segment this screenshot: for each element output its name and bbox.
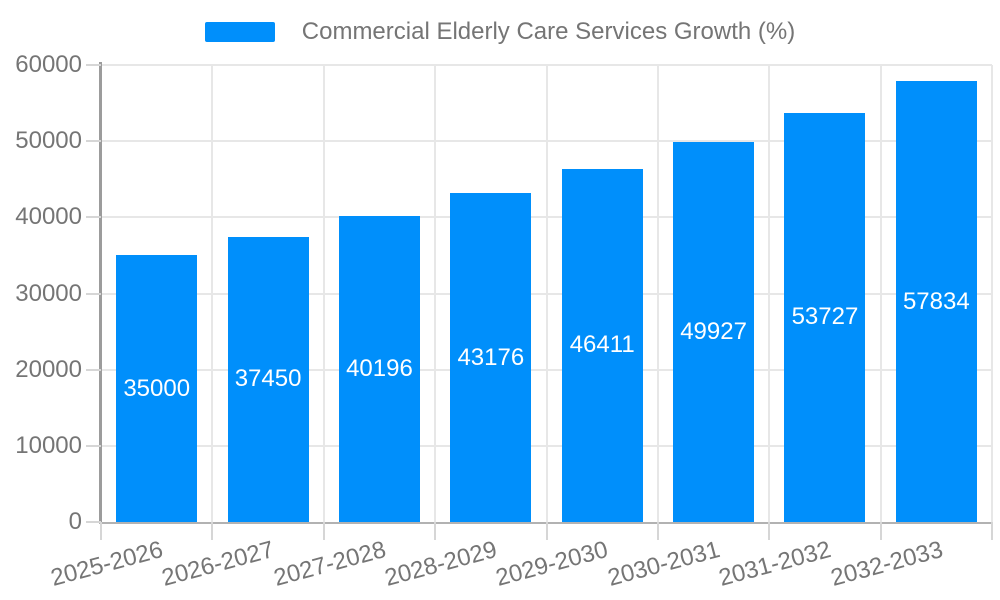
bar-value-label: 49927 [680, 317, 747, 345]
y-tick-label: 50000 [15, 127, 82, 155]
bar[interactable]: 35000 [116, 255, 198, 522]
y-tick-mark [86, 292, 101, 295]
x-tick-label: 2028-2029 [381, 536, 500, 592]
x-tick-mark [545, 522, 548, 540]
bar[interactable]: 57834 [895, 81, 977, 522]
chart-legend[interactable]: Commercial Elderly Care Services Growth … [0, 15, 1000, 49]
x-tick-label: 2031-2032 [716, 536, 834, 592]
legend-swatch [204, 22, 275, 42]
bar[interactable]: 53727 [784, 112, 866, 522]
vertical-gridline [768, 65, 771, 522]
y-tick-label: 10000 [15, 431, 82, 459]
vertical-gridline [879, 65, 882, 522]
legend-label: Commercial Elderly Care Services Growth … [301, 18, 796, 45]
x-tick-label: 2027-2028 [270, 536, 389, 592]
y-tick-label: 40000 [15, 203, 82, 231]
x-tick-label: 2026-2027 [159, 536, 278, 592]
y-tick-label: 30000 [15, 279, 82, 307]
bar-value-label: 53727 [791, 303, 859, 331]
bar-value-label: 40196 [346, 354, 413, 382]
vertical-gridline [322, 65, 325, 522]
y-tick-label: 20000 [15, 355, 82, 383]
x-tick-mark [768, 522, 771, 540]
y-tick-mark [86, 368, 101, 371]
x-tick-mark [211, 522, 214, 540]
x-tick-mark [656, 522, 659, 540]
x-tick-label: 2032-2033 [827, 536, 946, 592]
bar[interactable]: 43176 [450, 193, 532, 522]
x-tick-mark [879, 522, 882, 540]
vertical-gridline [656, 65, 659, 522]
vertical-gridline [434, 65, 437, 522]
vertical-gridline [211, 65, 214, 522]
bar-value-label: 37450 [234, 365, 302, 393]
bar-value-label: 43176 [457, 343, 525, 371]
y-tick-label: 60000 [15, 51, 82, 78]
bar[interactable]: 49927 [673, 141, 755, 522]
bar-value-label: 57834 [902, 287, 970, 315]
y-tick-mark [86, 444, 101, 447]
x-tick-label: 2029-2030 [493, 536, 612, 592]
x-tick-mark [322, 522, 325, 540]
bar[interactable]: 40196 [338, 215, 420, 522]
y-tick-mark [86, 216, 101, 219]
vertical-gridline [991, 65, 993, 522]
y-tick-mark [86, 521, 101, 523]
x-tick-mark [991, 522, 993, 540]
y-tick-label: 0 [68, 508, 82, 535]
x-tick-mark [100, 522, 102, 540]
x-tick-label: 2025-2026 [47, 536, 166, 592]
bar-value-label: 35000 [123, 374, 191, 402]
y-axis-line [99, 62, 102, 522]
x-tick-mark [434, 522, 437, 540]
vertical-gridline [545, 65, 548, 522]
x-tick-label: 2030-2031 [604, 536, 723, 592]
y-tick-mark [86, 64, 101, 66]
bar[interactable]: 37450 [227, 236, 309, 522]
y-tick-mark [86, 140, 101, 143]
bar-value-label: 46411 [569, 331, 635, 359]
bar[interactable]: 46411 [561, 168, 643, 522]
